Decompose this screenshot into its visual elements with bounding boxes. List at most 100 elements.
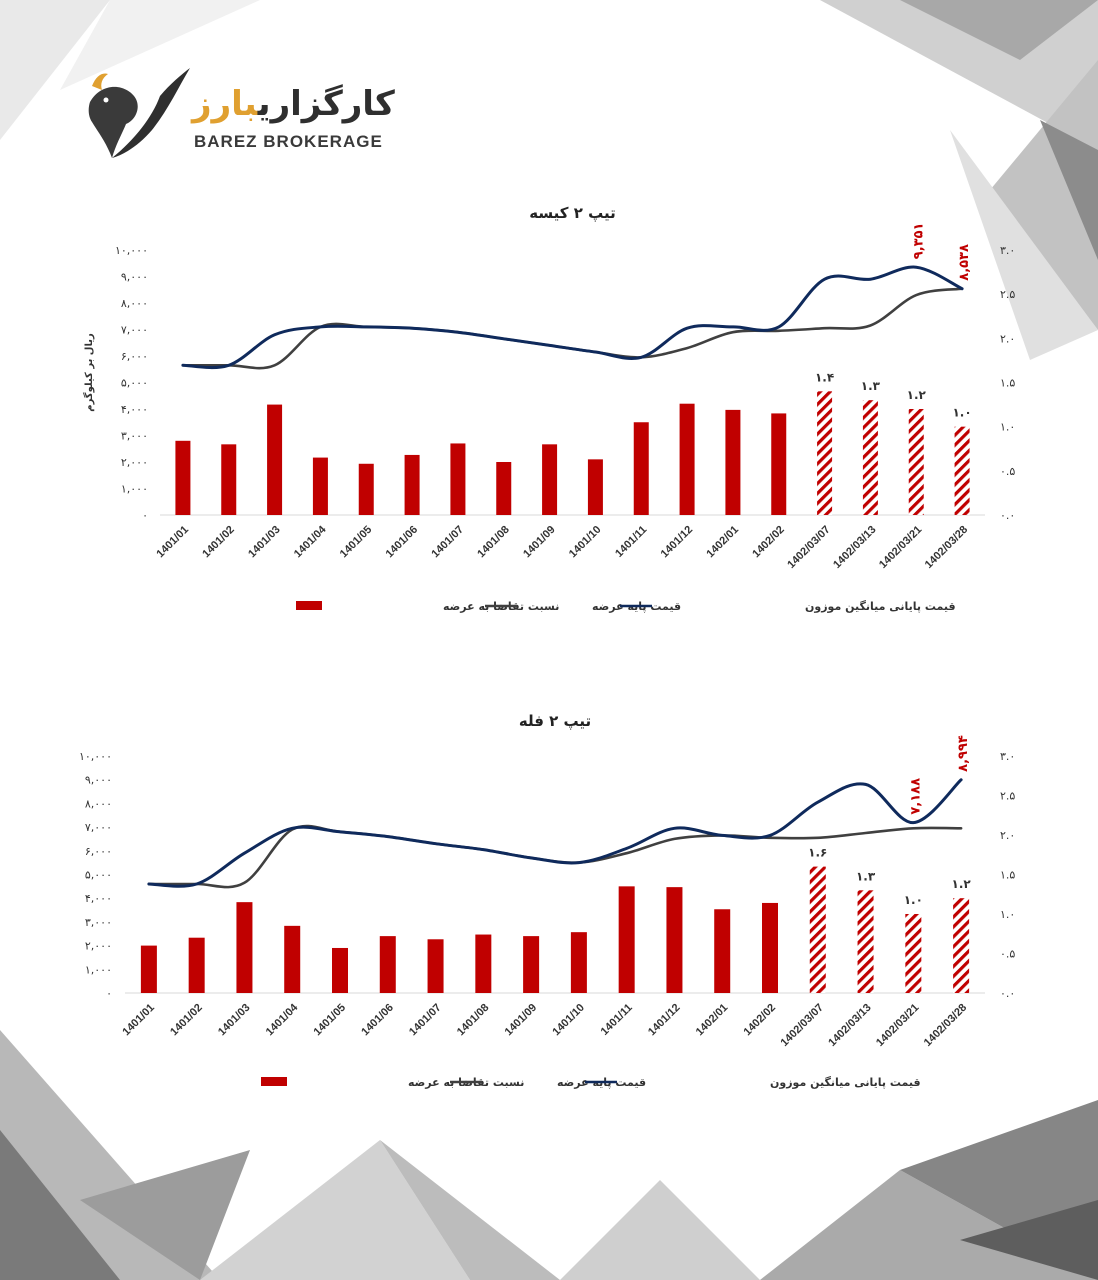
y-tick-label: ۶,۰۰۰ bbox=[121, 350, 148, 363]
y2-tick-label: ۱.۵ bbox=[1000, 869, 1015, 882]
y-tick-label: ۵,۰۰۰ bbox=[121, 377, 148, 390]
bar bbox=[332, 947, 348, 993]
y2-tick-label: ۱.۰ bbox=[1000, 908, 1015, 921]
x-tick-label: 1401/01 bbox=[154, 524, 191, 561]
price-data-label: ۸,۹۹۴ bbox=[956, 735, 971, 772]
bar-data-label: ۱.۴ bbox=[815, 370, 834, 384]
y-tick-label: ۱,۰۰۰ bbox=[121, 483, 148, 496]
background-shape bbox=[0, 1130, 120, 1280]
bar bbox=[267, 404, 283, 515]
bar-hatched bbox=[857, 890, 874, 993]
bar bbox=[188, 937, 205, 993]
x-tick-label: 1402/03/21 bbox=[877, 524, 924, 571]
bar-hatched bbox=[862, 400, 878, 515]
x-tick-label: 1401/11 bbox=[613, 524, 649, 560]
bar-data-label: ۱.۰ bbox=[904, 893, 923, 907]
y-tick-label: ۰ bbox=[106, 987, 112, 1000]
bar bbox=[714, 909, 731, 993]
bar bbox=[236, 902, 253, 993]
bar bbox=[570, 932, 587, 993]
x-tick-label: 1401/07 bbox=[429, 524, 466, 561]
bar bbox=[542, 444, 558, 515]
x-tick-label: 1402/02 bbox=[750, 524, 787, 561]
bar-hatched bbox=[905, 914, 922, 993]
bar bbox=[771, 413, 787, 515]
bar bbox=[523, 936, 540, 993]
price-data-label: ۹,۳۵۱ bbox=[911, 223, 926, 260]
bar-data-label: ۱.۲ bbox=[952, 877, 972, 891]
x-tick-label: 1402/03/13 bbox=[831, 524, 878, 571]
background-shape bbox=[560, 1180, 760, 1280]
background-shape bbox=[60, 0, 260, 90]
x-tick-label: 1401/04 bbox=[264, 1001, 301, 1038]
bar bbox=[312, 457, 328, 515]
bar bbox=[358, 463, 374, 515]
background-shape bbox=[990, 60, 1098, 330]
bar-hatched bbox=[809, 866, 826, 993]
y-tick-label: ۱۰,۰۰۰ bbox=[115, 244, 148, 257]
bar bbox=[618, 886, 635, 993]
y2-tick-label: ۰.۵ bbox=[1000, 465, 1015, 478]
y2-tick-label: ۱.۵ bbox=[1000, 377, 1015, 390]
y-tick-label: ۹,۰۰۰ bbox=[121, 271, 148, 284]
x-tick-label: 1401/02 bbox=[168, 1002, 205, 1039]
x-tick-label: 1401/01 bbox=[120, 1002, 157, 1039]
x-tick-label: 1402/02 bbox=[742, 1002, 779, 1039]
avg-price-line bbox=[147, 778, 963, 888]
x-tick-label: 1401/11 bbox=[599, 1002, 635, 1038]
brand-name-fa: کارگزاریبارز bbox=[192, 84, 395, 124]
chart-title: تیپ ۲ کیسه bbox=[529, 204, 615, 222]
y-tick-label: ۶,۰۰۰ bbox=[85, 845, 112, 858]
bar-data-label: ۱.۳ bbox=[856, 869, 876, 883]
x-tick-label: 1401/10 bbox=[550, 1002, 587, 1039]
background-shape bbox=[900, 0, 1098, 60]
y-tick-label: ۴,۰۰۰ bbox=[121, 403, 148, 416]
y2-tick-label: ۱.۰ bbox=[1000, 421, 1015, 434]
bar bbox=[284, 925, 301, 993]
y-tick-label: ۱,۰۰۰ bbox=[85, 963, 112, 976]
y-tick-label: ۲,۰۰۰ bbox=[121, 456, 148, 469]
x-tick-label: 1401/06 bbox=[359, 1002, 396, 1039]
y-axis-label: ریال بر کیلوگرم bbox=[82, 333, 95, 412]
x-tick-label: 1402/03/07 bbox=[778, 1002, 825, 1049]
x-tick-label: 1401/02 bbox=[200, 524, 237, 561]
avg-price-line bbox=[181, 265, 964, 370]
y-tick-label: ۷,۰۰۰ bbox=[85, 821, 112, 834]
bar bbox=[404, 454, 420, 515]
y2-tick-label: ۳.۰ bbox=[1000, 244, 1015, 257]
bar-data-label: ۱.۳ bbox=[861, 379, 881, 393]
price-data-label: ۸,۵۳۸ bbox=[957, 244, 972, 281]
y-tick-label: ۵,۰۰۰ bbox=[85, 869, 112, 882]
y-tick-label: ۳,۰۰۰ bbox=[121, 430, 148, 443]
x-tick-label: 1402/03/21 bbox=[874, 1002, 921, 1049]
y2-tick-label: ۲.۰ bbox=[1000, 829, 1015, 842]
bar bbox=[427, 939, 444, 993]
y-tick-label: ۴,۰۰۰ bbox=[85, 892, 112, 905]
x-tick-label: 1402/03/28 bbox=[922, 1002, 969, 1049]
y-tick-label: ۱۰,۰۰۰ bbox=[79, 750, 112, 763]
y-tick-label: ۸,۰۰۰ bbox=[121, 297, 148, 310]
y-tick-label: ۳,۰۰۰ bbox=[85, 916, 112, 929]
x-tick-label: 1401/04 bbox=[292, 523, 329, 560]
y2-tick-label: ۳.۰ bbox=[1000, 750, 1015, 763]
bar bbox=[221, 444, 237, 515]
x-tick-label: 1401/09 bbox=[503, 1002, 540, 1039]
bar-data-label: ۱.۲ bbox=[907, 388, 927, 402]
x-tick-label: 1401/09 bbox=[521, 524, 558, 561]
legend-label: قیمت پایانی میانگین موزون bbox=[805, 600, 956, 613]
price-data-label: ۷,۱۸۸ bbox=[908, 778, 923, 815]
bar-data-label: ۱.۰ bbox=[952, 406, 971, 420]
brand-logo: کارگزاریبارز BAREZ BROKERAGE bbox=[82, 62, 395, 162]
background-shape bbox=[0, 0, 110, 140]
background-shape bbox=[950, 130, 1098, 360]
legend-swatch-bar bbox=[296, 601, 322, 610]
x-tick-label: 1401/07 bbox=[407, 1002, 444, 1039]
bar-data-label: ۱.۶ bbox=[808, 846, 827, 860]
bar bbox=[175, 440, 191, 515]
chart-bag: تیپ ۲ کیسه ۰ ۱,۰۰۰ ۲,۰۰۰ ۳,۰۰۰ ۴,۰۰۰ ۵,۰۰۰ ۶,۰۰… bbox=[82, 204, 1015, 613]
x-tick-label: 1401/03 bbox=[216, 1002, 253, 1039]
x-tick-label: 1401/10 bbox=[567, 524, 604, 561]
y2-tick-label: ۰.۰ bbox=[1000, 509, 1015, 522]
x-tick-label: 1402/03/13 bbox=[826, 1002, 873, 1049]
